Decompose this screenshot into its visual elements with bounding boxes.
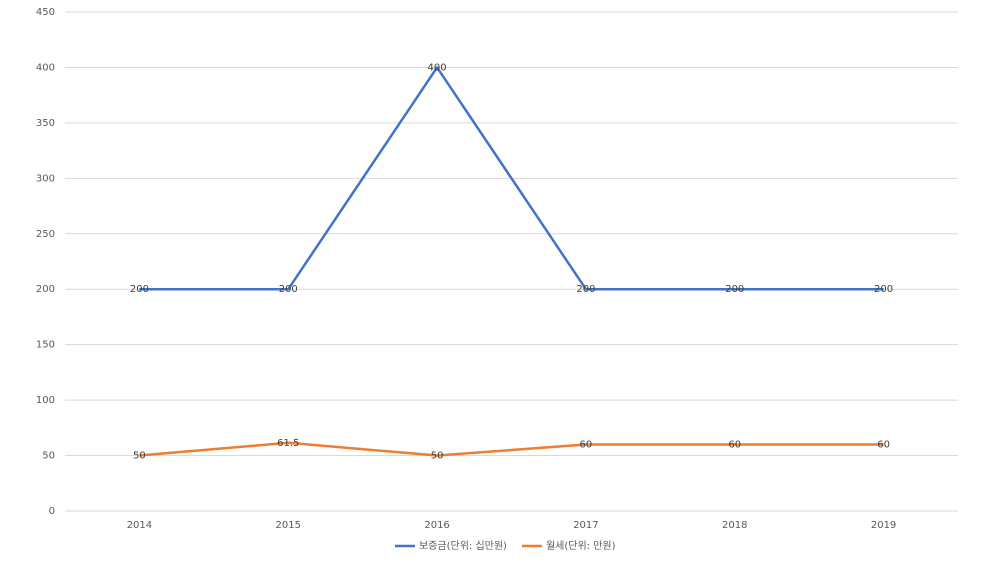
data-label: 50	[431, 451, 444, 462]
data-label: 200	[130, 284, 149, 295]
y-tick-label: 100	[36, 395, 55, 406]
data-label: 50	[133, 451, 146, 462]
x-tick-label: 2014	[127, 520, 152, 531]
x-tick-label: 2015	[276, 520, 301, 531]
data-label: 200	[279, 284, 298, 295]
y-tick-label: 300	[36, 173, 55, 184]
data-label: 200	[725, 284, 744, 295]
data-label: 60	[728, 439, 741, 450]
data-label: 60	[580, 439, 593, 450]
y-tick-label: 400	[36, 62, 55, 73]
data-label: 200	[576, 284, 595, 295]
x-tick-label: 2017	[573, 520, 598, 531]
y-tick-label: 200	[36, 284, 55, 295]
data-label: 400	[428, 62, 447, 73]
y-tick-label: 350	[36, 118, 55, 129]
series-line	[139, 66, 884, 291]
data-label: 200	[874, 284, 893, 295]
y-tick-label: 150	[36, 340, 55, 351]
y-tick-label: 450	[36, 7, 55, 18]
y-tick-label: 50	[42, 451, 55, 462]
series-line	[139, 441, 884, 457]
x-tick-label: 2019	[871, 520, 896, 531]
data-label: 61.5	[277, 438, 299, 449]
legend-label: 월세(단위: 만원)	[546, 539, 616, 552]
y-tick-label: 250	[36, 229, 55, 240]
y-tick-label: 0	[49, 506, 55, 517]
data-label: 60	[877, 439, 890, 450]
legend-label: 보증금(단위: 십만원)	[419, 539, 507, 552]
x-tick-label: 2016	[424, 520, 449, 531]
x-tick-label: 2018	[722, 520, 747, 531]
legend: 보증금(단위: 십만원) 월세(단위: 만원)	[395, 539, 616, 552]
